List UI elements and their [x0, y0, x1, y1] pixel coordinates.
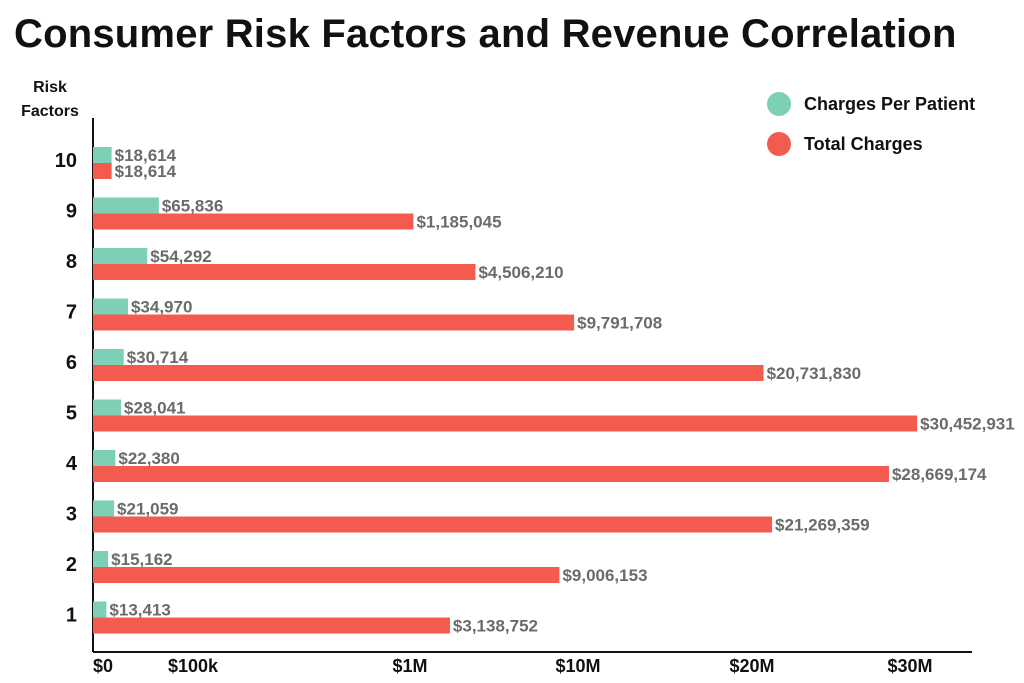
x-tick-label: $100k: [168, 656, 219, 676]
bar-total-charges: [93, 163, 112, 179]
data-label-total-charges: $28,669,174: [892, 465, 987, 484]
data-label-total-charges: $9,791,708: [577, 314, 662, 333]
category-label: 9: [66, 201, 77, 223]
data-label-total-charges: $9,006,153: [562, 566, 647, 585]
data-label-charges-per-patient: $15,162: [111, 550, 172, 569]
bar-total-charges: [93, 466, 889, 482]
x-tick-label: $30M: [887, 656, 932, 676]
data-label-charges-per-patient: $30,714: [127, 348, 189, 367]
x-tick-label: $20M: [729, 656, 774, 676]
bar-total-charges: [93, 314, 575, 331]
data-label-total-charges: $18,614: [115, 162, 177, 181]
bar-charges-per-patient: [93, 551, 109, 567]
bar-total-charges: [93, 516, 773, 533]
category-label: 1: [66, 605, 77, 627]
data-label-charges-per-patient: $54,292: [150, 247, 211, 266]
bars-group: 10 $18,614$18,614 9 $65,836 $1,185,045 8 $54,2…: [55, 146, 1015, 636]
bar-total-charges: [93, 617, 450, 634]
data-label-charges-per-patient: $28,041: [124, 399, 185, 418]
category-label: 4: [66, 453, 78, 475]
x-ticks-group: $0 $100k $1M $10M $20M $30M: [93, 656, 933, 676]
bar-total-charges: [93, 365, 764, 381]
data-label-total-charges: $1,185,045: [416, 213, 501, 232]
bar-total-charges: [93, 213, 414, 230]
data-label-total-charges: $20,731,830: [767, 364, 862, 383]
category-label: 5: [66, 403, 77, 425]
chart-title: Consumer Risk Factors and Revenue Correl…: [14, 12, 957, 56]
y-axis-title: Risk Factors: [21, 79, 79, 120]
legend-label: Charges Per Patient: [804, 94, 975, 114]
category-label: 6: [66, 352, 77, 374]
data-label-total-charges: $3,138,752: [453, 617, 538, 636]
category-label: 2: [66, 554, 77, 576]
x-tick-label: $0: [93, 656, 113, 676]
data-label-total-charges: $4,506,210: [478, 263, 563, 282]
legend-swatch: [767, 92, 791, 116]
data-label-charges-per-patient: $13,413: [109, 601, 170, 620]
category-label: 8: [66, 251, 77, 273]
category-label: 3: [66, 504, 77, 526]
bar-total-charges: [93, 567, 560, 583]
bar-charges-per-patient: [93, 298, 128, 315]
bar-charges-per-patient: [93, 399, 122, 416]
x-tick-label: $1M: [392, 656, 427, 676]
data-label-total-charges: $30,452,931: [920, 415, 1015, 434]
legend: Charges Per Patient Total Charges: [767, 92, 975, 156]
bar-charges-per-patient: [93, 248, 148, 264]
bar-total-charges: [93, 264, 476, 280]
bar-charges-per-patient: [93, 197, 159, 214]
bar-charges-per-patient: [93, 601, 107, 618]
data-label-charges-per-patient: $18,614: [115, 146, 177, 165]
bar-charges-per-patient: [93, 500, 115, 517]
bar-charges-per-patient: [93, 147, 112, 163]
legend-swatch: [767, 132, 791, 156]
data-label-charges-per-patient: $65,836: [162, 197, 223, 216]
bar-total-charges: [93, 415, 918, 432]
data-label-charges-per-patient: $21,059: [117, 500, 178, 519]
x-tick-label: $10M: [555, 656, 600, 676]
legend-label: Total Charges: [804, 134, 923, 154]
category-label: 10: [55, 150, 77, 172]
bar-charges-per-patient: [93, 450, 116, 466]
data-label-total-charges: $21,269,359: [775, 516, 870, 535]
data-label-charges-per-patient: $22,380: [118, 449, 179, 468]
category-label: 7: [66, 302, 77, 324]
bar-charges-per-patient: [93, 349, 124, 365]
data-label-charges-per-patient: $34,970: [131, 298, 192, 317]
